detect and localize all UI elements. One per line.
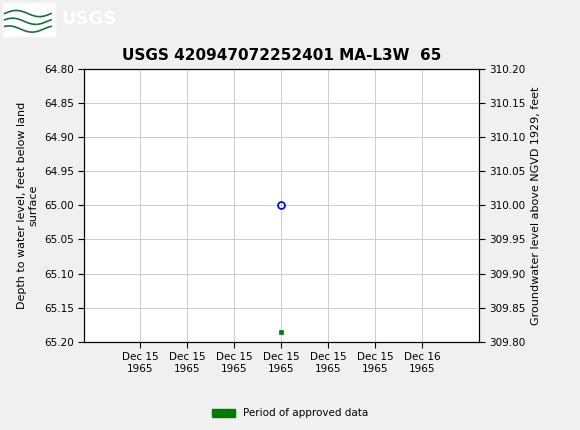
Y-axis label: Groundwater level above NGVD 1929, feet: Groundwater level above NGVD 1929, feet	[531, 86, 541, 325]
Title: USGS 420947072252401 MA-L3W  65: USGS 420947072252401 MA-L3W 65	[122, 49, 441, 64]
Text: USGS: USGS	[61, 10, 116, 28]
Legend: Period of approved data: Period of approved data	[208, 404, 372, 423]
FancyBboxPatch shape	[3, 3, 55, 36]
Y-axis label: Depth to water level, feet below land
surface: Depth to water level, feet below land su…	[17, 102, 38, 309]
